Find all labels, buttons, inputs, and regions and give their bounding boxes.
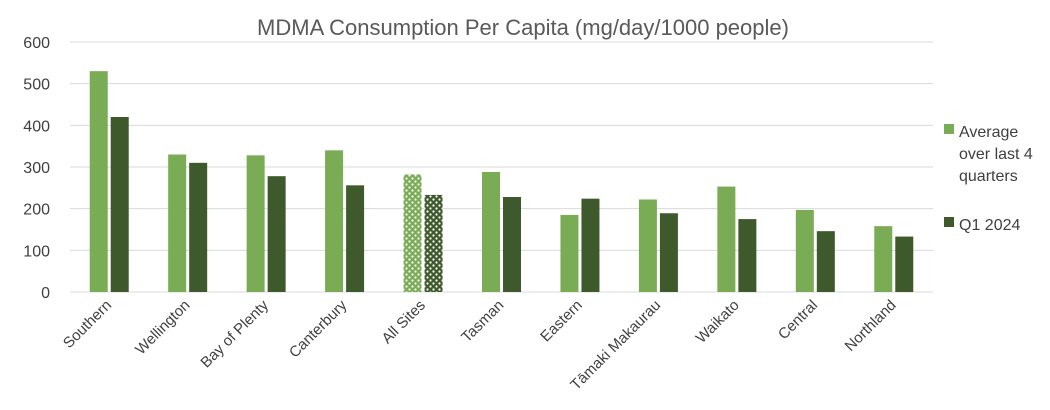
x-category-label: All Sites <box>379 297 429 347</box>
x-category-label: Central <box>775 297 821 343</box>
y-tick-label: 100 <box>23 243 50 260</box>
bar-q1-2024 <box>503 197 521 292</box>
legend: Average over last 4 quarters Q1 2024 <box>944 124 1033 234</box>
bars <box>89 71 914 293</box>
x-category-label: Tasman <box>458 297 507 346</box>
bar-average <box>482 172 500 292</box>
x-category-label: Northland <box>842 297 900 355</box>
y-axis-ticks: 0 100 200 300 400 500 600 <box>23 35 50 302</box>
legend-label: Average over last 4 quarters <box>959 124 1033 185</box>
x-category-label: Waikato <box>693 297 743 347</box>
x-category-label: Canterbury <box>286 296 351 361</box>
bar-q1-2024 <box>659 213 678 292</box>
bar-average <box>717 186 736 292</box>
chart-title: MDMA Consumption Per Capita (mg/day/1000… <box>257 15 789 40</box>
bar-q1-2024 <box>267 176 286 292</box>
bar-q1-2024 <box>581 198 600 292</box>
y-tick-label: 0 <box>41 285 50 302</box>
y-tick-label: 200 <box>23 202 50 219</box>
y-tick-label: 300 <box>23 160 50 177</box>
bar-average <box>403 174 422 292</box>
bar-q1-2024 <box>189 162 208 292</box>
x-category-label: Southern <box>60 297 115 352</box>
bar-average <box>874 226 893 292</box>
legend-swatch <box>944 124 954 134</box>
bar-q1-2024 <box>895 236 914 292</box>
bar-q1-2024 <box>816 231 835 292</box>
bar-average <box>89 71 108 293</box>
bar-q1-2024 <box>738 219 757 292</box>
x-category-label: Bay of Plenty <box>197 296 272 371</box>
bar-average <box>246 155 265 292</box>
bar-average <box>325 150 344 292</box>
bar-average <box>638 199 657 292</box>
x-axis-labels: Southern Wellington Bay of Plenty Canterbur… <box>60 296 900 393</box>
bar-q1-2024 <box>110 117 129 292</box>
x-category-label: Eastern <box>537 297 586 346</box>
y-tick-label: 500 <box>23 77 50 94</box>
bar-q1-2024 <box>424 194 443 292</box>
legend-swatch <box>944 217 954 227</box>
gridlines <box>70 41 933 293</box>
legend-label: Q1 2024 <box>959 217 1020 234</box>
y-tick-label: 400 <box>23 118 50 135</box>
y-tick-label: 600 <box>23 35 50 52</box>
bar-average <box>795 209 814 292</box>
x-category-label: Wellington <box>132 297 193 358</box>
bar-q1-2024 <box>346 185 365 292</box>
bar-average <box>168 154 187 292</box>
bar-average <box>560 214 579 292</box>
